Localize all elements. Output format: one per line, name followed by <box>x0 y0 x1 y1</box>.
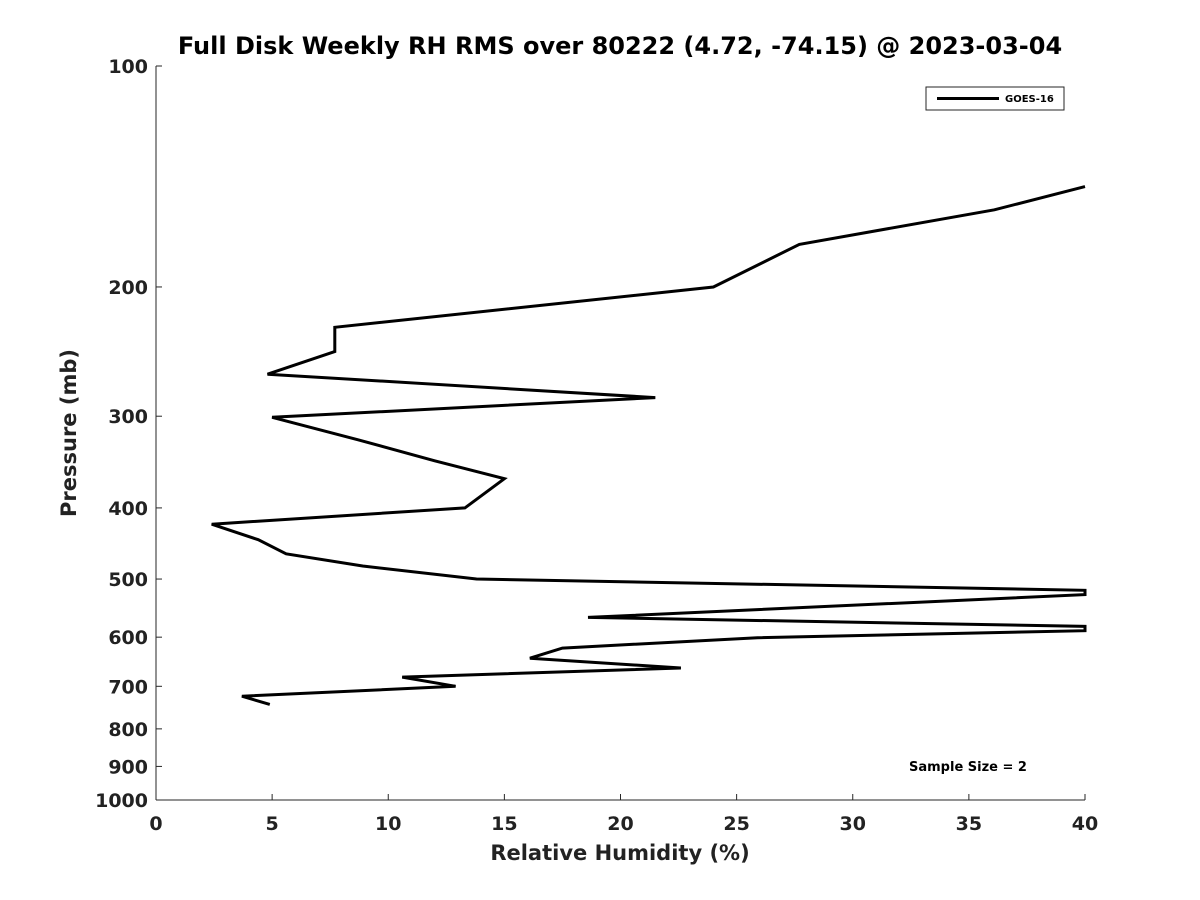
x-tick-label: 30 <box>840 813 866 835</box>
x-tick-label: 35 <box>956 813 982 835</box>
x-tick-label: 40 <box>1072 813 1098 835</box>
y-tick-label: 600 <box>108 627 148 649</box>
series-line-goes-16 <box>211 185 1087 706</box>
y-tick-label: 300 <box>108 406 148 428</box>
legend: GOES-16 <box>925 86 1065 111</box>
x-tick-label: 15 <box>491 813 517 835</box>
legend-label-goes-16: GOES-16 <box>1005 94 1054 105</box>
x-tick-label: 10 <box>375 813 401 835</box>
x-axis-ticks: 0 5 10 15 20 25 30 35 40 <box>149 794 1098 835</box>
x-tick-label: 20 <box>607 813 633 835</box>
x-tick-label: 0 <box>149 813 162 835</box>
y-tick-label: 200 <box>108 277 148 299</box>
y-axis-ticks: 100 200 300 400 500 600 700 800 900 1000 <box>95 56 162 812</box>
x-tick-label: 25 <box>723 813 749 835</box>
y-axis-label: Pressure (mb) <box>57 349 81 517</box>
y-tick-label: 400 <box>108 498 148 520</box>
y-tick-label: 700 <box>108 676 148 698</box>
sample-size-annotation: Sample Size = 2 <box>909 760 1027 775</box>
x-tick-label: 5 <box>266 813 279 835</box>
plot-frame <box>156 66 1085 800</box>
y-tick-label: 1000 <box>95 790 148 812</box>
y-tick-label: 900 <box>108 756 148 778</box>
series-layer <box>211 185 1087 706</box>
y-tick-label: 100 <box>108 56 148 78</box>
chart-title: Full Disk Weekly RH RMS over 80222 (4.72… <box>178 32 1062 60</box>
x-axis-label: Relative Humidity (%) <box>490 841 749 865</box>
y-tick-label: 800 <box>108 719 148 741</box>
y-tick-label: 500 <box>108 569 148 591</box>
